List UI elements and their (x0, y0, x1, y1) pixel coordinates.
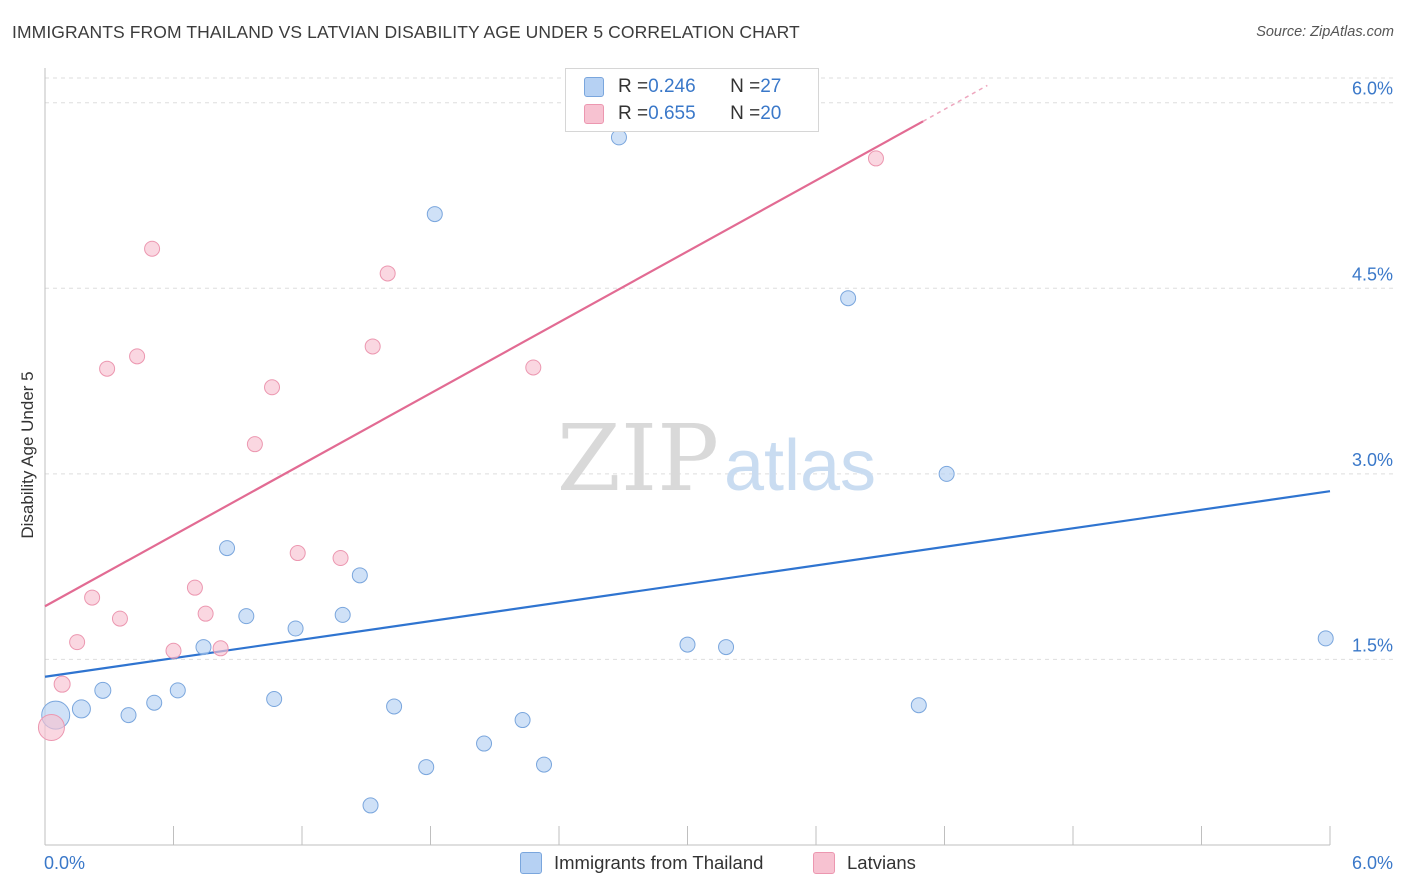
thailand-trend-line (44, 490, 1331, 678)
thailand-point (476, 735, 493, 752)
thailand-point (610, 129, 627, 146)
thailand-point (146, 694, 163, 711)
x-tick-label-start: 0.0% (44, 853, 85, 873)
grid-lines (45, 77, 1395, 660)
thailand-point (287, 620, 304, 637)
source-label: Source: ZipAtlas.com (1256, 24, 1394, 40)
legend-r-value: 0.655 (648, 103, 696, 124)
thailand-point (1317, 630, 1334, 647)
thailand-point (418, 759, 435, 776)
x-tick-label-end: 6.0% (1352, 853, 1393, 873)
bottom-legend-thailand: Immigrants from Thailand (520, 852, 763, 874)
legend-n-label: N = (730, 103, 761, 124)
thailand-point (169, 682, 186, 699)
latvian-point (186, 579, 203, 596)
latvian-point (99, 360, 116, 377)
thailand-point (679, 636, 696, 653)
thailand-point (938, 465, 955, 482)
latvian-trend-line (44, 120, 924, 608)
y-axis-label: Disability Age Under 5 (18, 371, 37, 538)
y-tick-label: 1.5% (1352, 635, 1393, 655)
watermark-atlas: atlas (724, 426, 876, 506)
latvian-point (37, 713, 65, 741)
legend-row-latvians: R = 0.655 N = 20 (584, 101, 781, 127)
legend-n-value: 20 (760, 103, 782, 124)
bottom-legend-label: Immigrants from Thailand (554, 852, 764, 873)
legend-n-label: N = (730, 76, 761, 97)
latvian-point (129, 348, 146, 365)
data-points (37, 129, 1334, 814)
y-tick-label: 6.0% (1352, 79, 1393, 99)
latvian-point (212, 640, 229, 657)
latvian-point (165, 642, 182, 659)
latvian-point (197, 605, 214, 622)
thailand-point (195, 639, 212, 656)
y-tick-label: 4.5% (1352, 264, 1393, 284)
trend-lines (44, 84, 1331, 678)
latvian-point (69, 634, 86, 651)
chart-title: IMMIGRANTS FROM THAILAND VS LATVIAN DISA… (12, 22, 800, 42)
thailand-point (718, 639, 735, 656)
latvian-point (525, 359, 542, 376)
axes: 1.5% 3.0% 4.5% 6.0% 0.0% 6.0% (44, 68, 1393, 873)
thailand-point (120, 707, 137, 724)
latvian-point (53, 675, 71, 693)
latvian-point (111, 610, 128, 627)
latvian-point (289, 545, 306, 562)
latvian-point (379, 265, 396, 282)
thailand-point (219, 540, 236, 557)
legend-swatch-pink (584, 104, 604, 124)
thailand-point (362, 797, 379, 814)
thailand-point (238, 608, 255, 625)
bottom-swatch-pink (813, 852, 835, 874)
latvian-point (867, 150, 884, 167)
legend-r-value: 0.246 (648, 76, 696, 97)
legend-n-value: 27 (760, 76, 782, 97)
latvian-point (84, 589, 101, 606)
watermark-zip: ZIP (557, 405, 719, 512)
legend-row-thailand: R = 0.246 N = 27 (584, 74, 781, 100)
thailand-point (536, 756, 553, 773)
thailand-point (94, 681, 112, 699)
legend-r-label: R = (618, 76, 649, 97)
bottom-legend-label: Latvians (847, 852, 916, 873)
correlation-legend: R = 0.246 N = 27 R = 0.655 N = 20 (565, 68, 819, 132)
thailand-point (426, 206, 443, 223)
watermark: ZIP atlas (557, 405, 876, 512)
thailand-point (266, 691, 283, 708)
thailand-point (514, 712, 531, 729)
thailand-point (71, 699, 91, 719)
bottom-legend-latvians: Latvians (813, 852, 916, 874)
latvian-point (144, 240, 161, 257)
thailand-point (910, 697, 927, 714)
legend-r-label: R = (618, 103, 649, 124)
latvian-point (246, 436, 263, 453)
legend-swatch-blue (584, 77, 604, 97)
latvian-trend-extension (922, 84, 988, 122)
thailand-point (840, 290, 857, 307)
bottom-swatch-blue (520, 852, 542, 874)
thailand-point (351, 567, 368, 584)
thailand-point (386, 698, 403, 715)
latvian-point (364, 338, 381, 355)
y-tick-label: 3.0% (1352, 450, 1393, 470)
latvian-point (264, 379, 281, 396)
thailand-point (334, 606, 351, 623)
latvian-point (332, 549, 349, 566)
